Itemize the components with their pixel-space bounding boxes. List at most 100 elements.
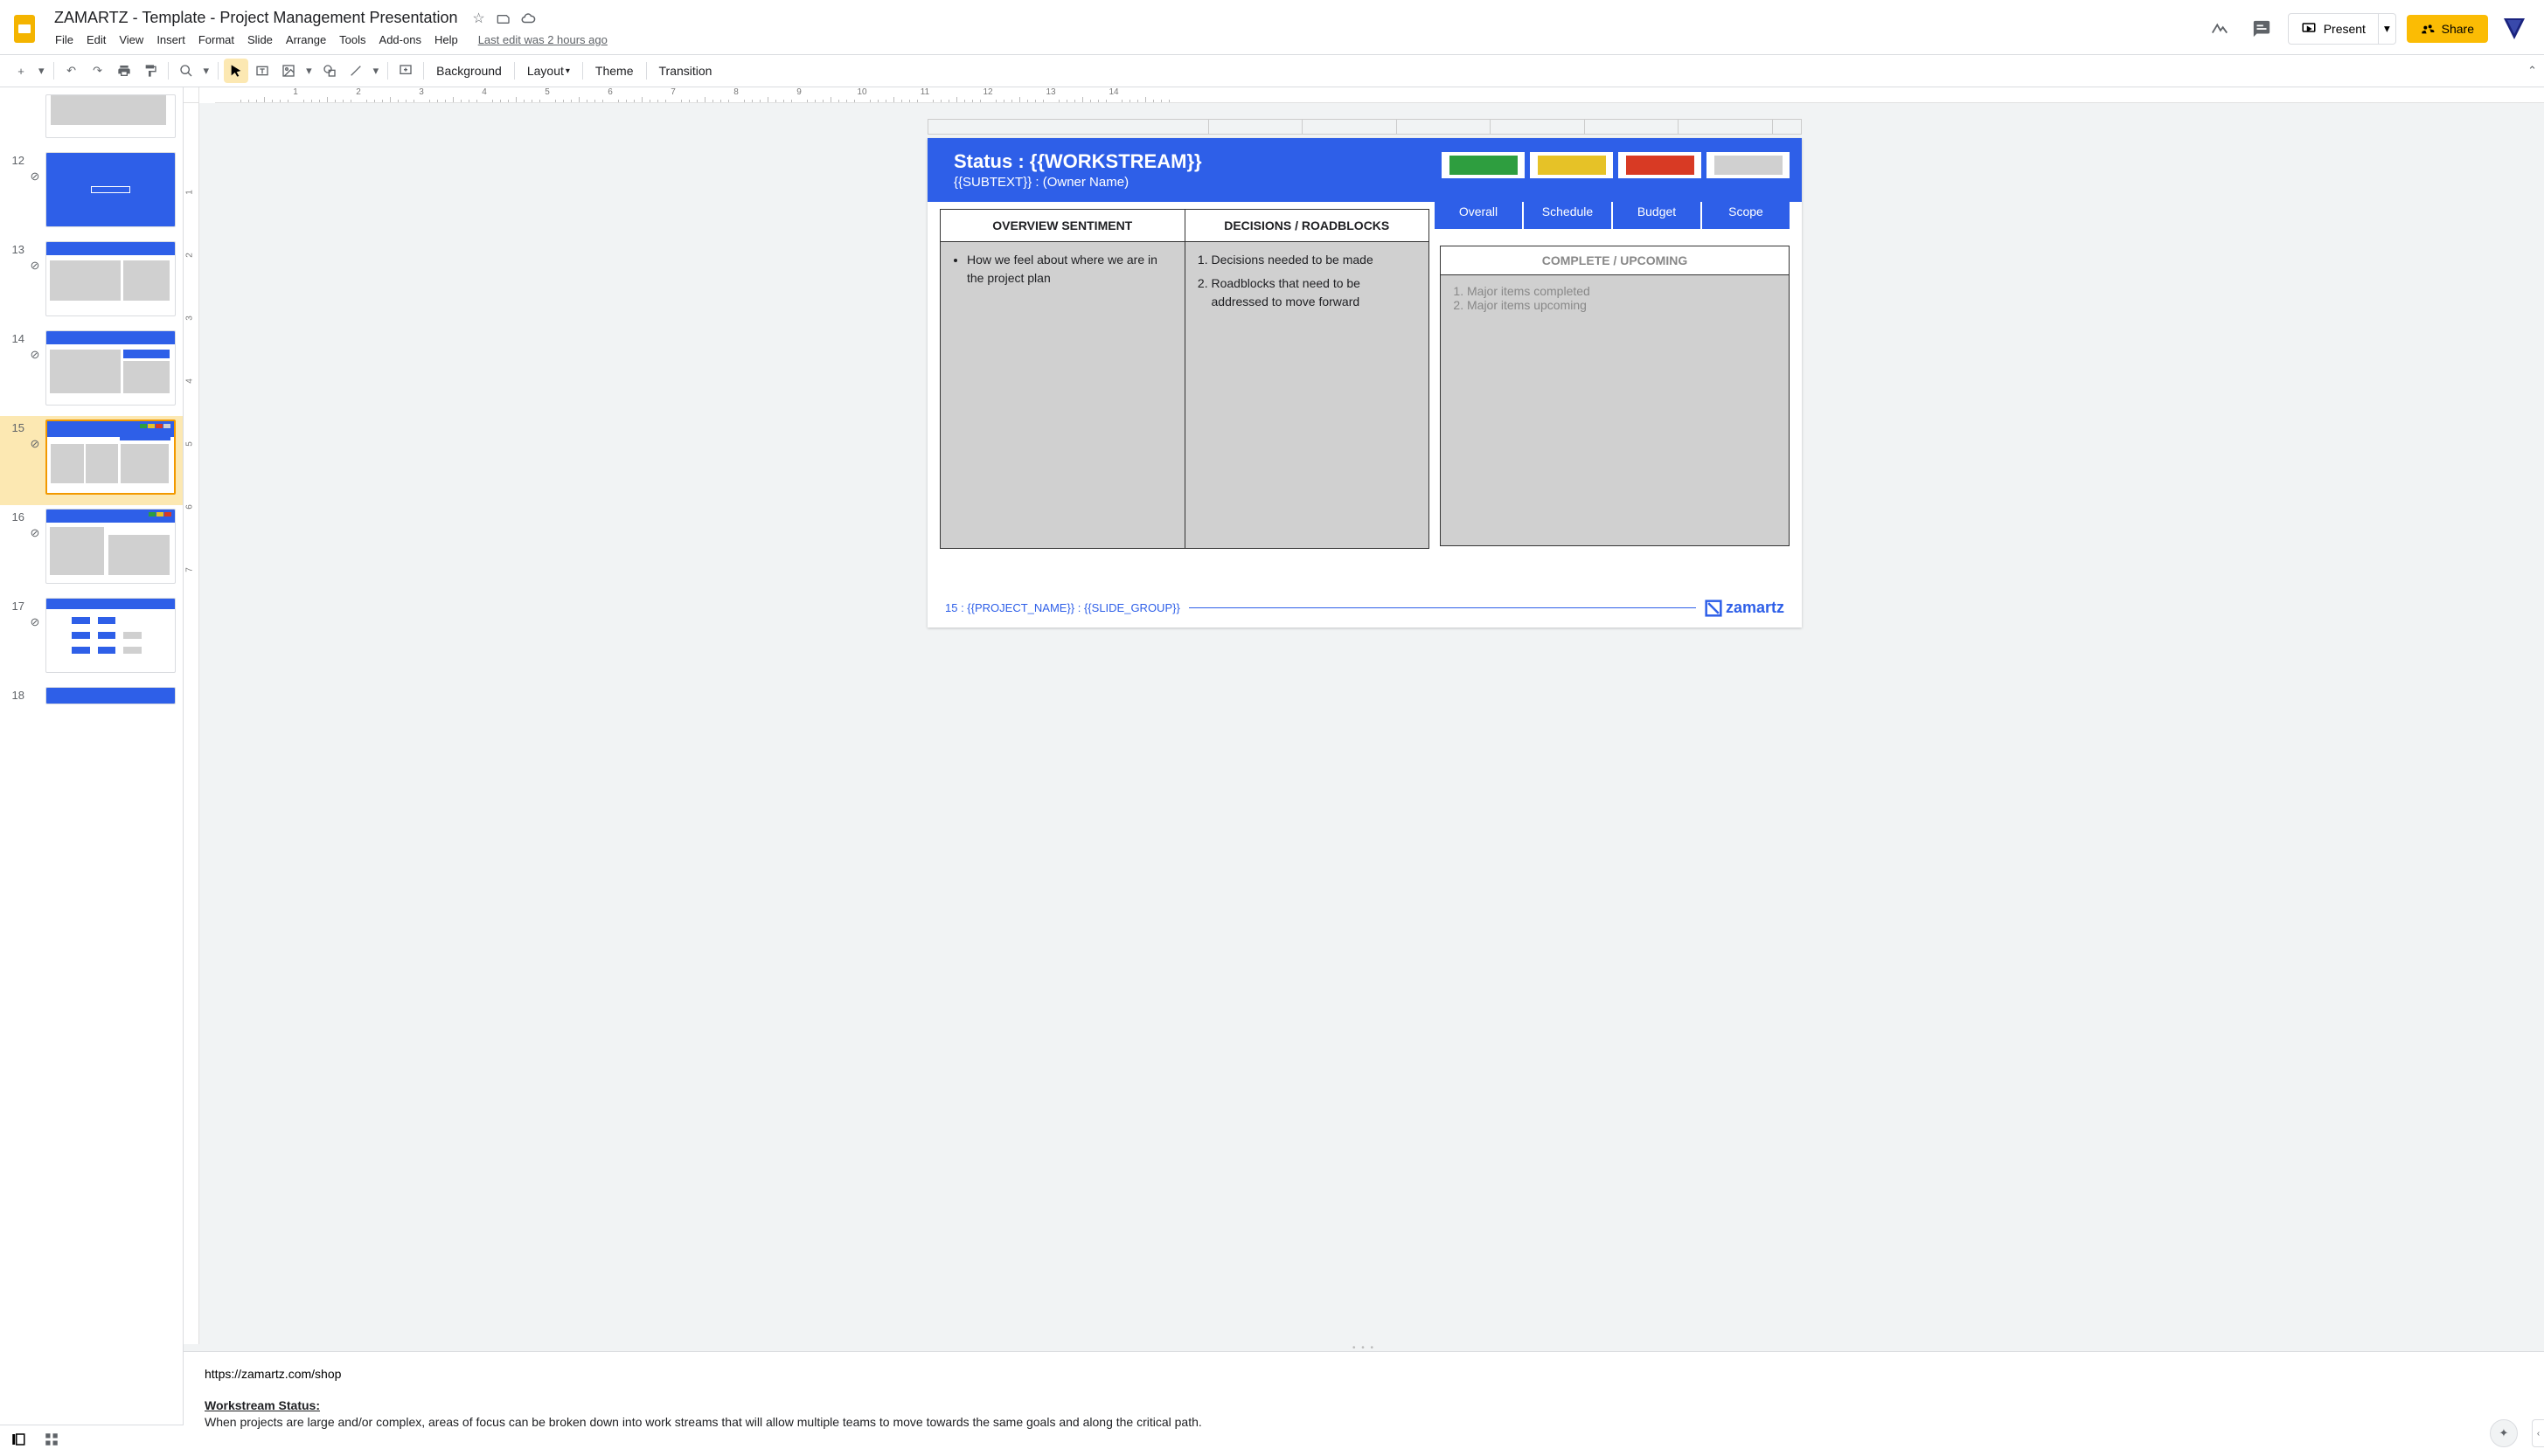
- ruler-vertical: 1234567: [184, 103, 199, 1344]
- menu-file[interactable]: File: [49, 30, 80, 50]
- shape-tool[interactable]: [317, 59, 342, 83]
- layout-button[interactable]: Layout ▾: [520, 59, 577, 83]
- thumb-row-13[interactable]: 13 ⊘: [0, 238, 183, 327]
- new-slide-button[interactable]: +: [9, 59, 33, 83]
- slide[interactable]: Status : {{WORKSTREAM}} {{SUBTEXT}} : (O…: [928, 138, 1802, 627]
- menu-help[interactable]: Help: [428, 30, 464, 50]
- comment-tool[interactable]: [393, 59, 418, 83]
- image-dropdown[interactable]: ▾: [302, 59, 316, 83]
- present-button[interactable]: Present: [2288, 13, 2379, 45]
- slides-logo[interactable]: [7, 11, 42, 46]
- link-icon: ⊘: [31, 615, 40, 629]
- menu-format[interactable]: Format: [192, 30, 240, 50]
- status-schedule: Schedule: [1524, 194, 1611, 229]
- menu-arrange[interactable]: Arrange: [280, 30, 332, 50]
- thumb-row-17[interactable]: 17 ⊘: [0, 594, 183, 683]
- menu-slide[interactable]: Slide: [241, 30, 279, 50]
- comments-icon[interactable]: [2246, 13, 2277, 45]
- menu-insert[interactable]: Insert: [150, 30, 191, 50]
- menu-edit[interactable]: Edit: [80, 30, 112, 50]
- slide-canvas[interactable]: Status : {{WORKSTREAM}} {{SUBTEXT}} : (O…: [199, 103, 2544, 1344]
- activity-icon[interactable]: [2204, 13, 2235, 45]
- paint-format-button[interactable]: [138, 59, 163, 83]
- canvas-area: 1234567891011121314 1234567: [184, 87, 2544, 1456]
- thumb-row-16[interactable]: 16 ⊘: [0, 505, 183, 594]
- notes-heading: Workstream Status:: [205, 1398, 320, 1412]
- toolbar: + ▾ ↶ ↷ ▾ ▾ ▾ Background Layout ▾ Theme …: [0, 54, 2544, 87]
- new-slide-dropdown[interactable]: ▾: [35, 59, 48, 83]
- theme-button[interactable]: Theme: [588, 59, 641, 83]
- side-panel-toggle[interactable]: ‹: [2532, 1419, 2544, 1447]
- thumb-row-14[interactable]: 14 ⊘: [0, 327, 183, 416]
- cloud-icon[interactable]: [519, 10, 537, 27]
- share-button[interactable]: Share: [2407, 15, 2488, 43]
- thumb-row-18[interactable]: 18: [0, 683, 183, 715]
- col2-body[interactable]: Decisions needed to be madeRoadblocks th…: [1185, 242, 1429, 548]
- line-dropdown[interactable]: ▾: [370, 59, 383, 83]
- thumb-number: 17: [3, 598, 24, 613]
- col2-head[interactable]: DECISIONS / ROADBLOCKS: [1185, 210, 1429, 242]
- main-area: 12 ⊘ 13 ⊘ 14 ⊘ 15 ⊘ 16: [0, 87, 2544, 1456]
- last-edit-link[interactable]: Last edit was 2 hours ago: [472, 30, 614, 50]
- print-button[interactable]: [112, 59, 136, 83]
- thumb-number: 14: [3, 330, 24, 345]
- right-head[interactable]: COMPLETE / UPCOMING: [1440, 246, 1790, 275]
- redo-button[interactable]: ↷: [86, 59, 110, 83]
- zoom-button[interactable]: [174, 59, 198, 83]
- link-icon: ⊘: [31, 170, 40, 184]
- menu-tools[interactable]: Tools: [333, 30, 372, 50]
- speaker-notes[interactable]: https://zamartz.com/shop Workstream Stat…: [184, 1351, 2544, 1456]
- status-scope: Scope: [1702, 194, 1790, 229]
- link-icon: ⊘: [31, 437, 40, 451]
- header-right: Present ▾ Share: [2204, 13, 2537, 45]
- explore-button[interactable]: ✦: [2490, 1419, 2518, 1447]
- status-overall: Overall: [1435, 194, 1522, 229]
- select-tool[interactable]: [224, 59, 248, 83]
- thumb-row-15[interactable]: 15 ⊘: [0, 416, 183, 505]
- link-icon: ⊘: [31, 259, 40, 273]
- thumb-row-12[interactable]: 12 ⊘: [0, 149, 183, 238]
- thumb-row[interactable]: [0, 91, 183, 149]
- collapse-toolbar-icon[interactable]: ⌃: [2527, 64, 2537, 78]
- zoom-dropdown[interactable]: ▾: [200, 59, 213, 83]
- filmstrip[interactable]: 12 ⊘ 13 ⊘ 14 ⊘ 15 ⊘ 16: [0, 87, 184, 1456]
- status-labels[interactable]: Overall Schedule Budget Scope: [1435, 194, 1790, 229]
- notes-splitter[interactable]: • • •: [184, 1344, 2544, 1351]
- thumb-number: 13: [3, 241, 24, 256]
- background-button[interactable]: Background: [429, 59, 509, 83]
- share-label: Share: [2442, 22, 2474, 36]
- col1-body[interactable]: How we feel about where we are in the pr…: [941, 242, 1185, 548]
- menu-addons[interactable]: Add-ons: [373, 30, 427, 50]
- title-area: ZAMARTZ - Template - Project Management …: [49, 8, 2204, 50]
- col1-head[interactable]: OVERVIEW SENTIMENT: [941, 210, 1185, 242]
- textbox-tool[interactable]: [250, 59, 275, 83]
- star-icon[interactable]: ☆: [470, 10, 488, 27]
- footer-text: 15 : {{PROJECT_NAME}} : {{SLIDE_GROUP}}: [945, 601, 1180, 614]
- grid-view-icon[interactable]: [44, 1432, 59, 1450]
- doc-title[interactable]: ZAMARTZ - Template - Project Management …: [49, 8, 463, 28]
- menu-view[interactable]: View: [113, 30, 149, 50]
- link-icon: ⊘: [31, 348, 40, 362]
- thumb-number: 18: [3, 687, 24, 702]
- undo-button[interactable]: ↶: [59, 59, 84, 83]
- app-header: ZAMARTZ - Template - Project Management …: [0, 0, 2544, 54]
- move-icon[interactable]: [495, 10, 512, 27]
- user-avatar[interactable]: [2499, 13, 2530, 45]
- status-color-boxes[interactable]: [1442, 152, 1790, 178]
- slide-footer[interactable]: 15 : {{PROJECT_NAME}} : {{SLIDE_GROUP}} …: [945, 599, 1784, 617]
- notes-body: When projects are large and/or complex, …: [205, 1414, 2523, 1432]
- filmstrip-view-icon[interactable]: [10, 1432, 26, 1450]
- thumb-number: 16: [3, 509, 24, 523]
- link-icon: ⊘: [31, 526, 40, 540]
- transition-button[interactable]: Transition: [652, 59, 719, 83]
- present-dropdown[interactable]: ▾: [2379, 13, 2396, 45]
- thumb-number: 12: [3, 152, 24, 167]
- image-tool[interactable]: [276, 59, 301, 83]
- present-label: Present: [2324, 22, 2366, 36]
- menu-bar: File Edit View Insert Format Slide Arran…: [49, 30, 2204, 50]
- right-body[interactable]: Major items completedMajor items upcomin…: [1440, 275, 1790, 546]
- thumb-number: 15: [3, 419, 24, 434]
- status-budget: Budget: [1613, 194, 1700, 229]
- notes-url: https://zamartz.com/shop: [205, 1366, 2523, 1383]
- line-tool[interactable]: [344, 59, 368, 83]
